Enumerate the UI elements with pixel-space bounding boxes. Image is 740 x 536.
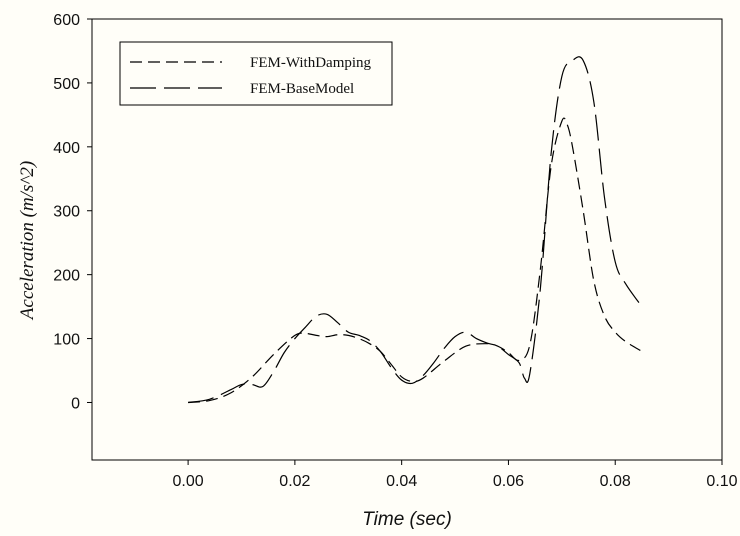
x-axis: 0.00 0.02 0.04 0.06 0.08 0.10: [173, 460, 738, 490]
x-tick-label: 0.04: [386, 473, 417, 490]
x-tick-label: 0.10: [706, 473, 737, 490]
x-tick-label: 0.00: [173, 473, 204, 490]
x-tick-label: 0.08: [600, 473, 631, 490]
legend-label-with-damping: FEM-WithDamping: [250, 55, 372, 71]
y-tick-label: 600: [53, 12, 80, 29]
y-axis-title: Acceleration (m/s^2): [17, 161, 38, 321]
series-line-base-model: [188, 56, 643, 404]
legend-box: [119, 41, 393, 106]
legend-label-base-model: FEM-BaseModel: [250, 81, 354, 97]
x-axis-title: Time (sec): [362, 509, 452, 530]
y-tick-label: 0: [71, 395, 80, 412]
y-tick-label: 400: [53, 140, 80, 157]
y-tick-label: 200: [53, 268, 80, 285]
y-tick-label: 100: [53, 332, 80, 349]
y-tick-label: 500: [53, 76, 80, 93]
x-tick-label: 0.02: [279, 473, 310, 490]
legend: FEM-WithDamping FEM-BaseModel: [119, 41, 393, 106]
y-axis: 0 100 200 300 400 500 600: [53, 12, 92, 412]
x-tick-label: 0.06: [493, 473, 524, 490]
series-layer: [188, 56, 643, 404]
y-tick-label: 300: [53, 204, 80, 221]
